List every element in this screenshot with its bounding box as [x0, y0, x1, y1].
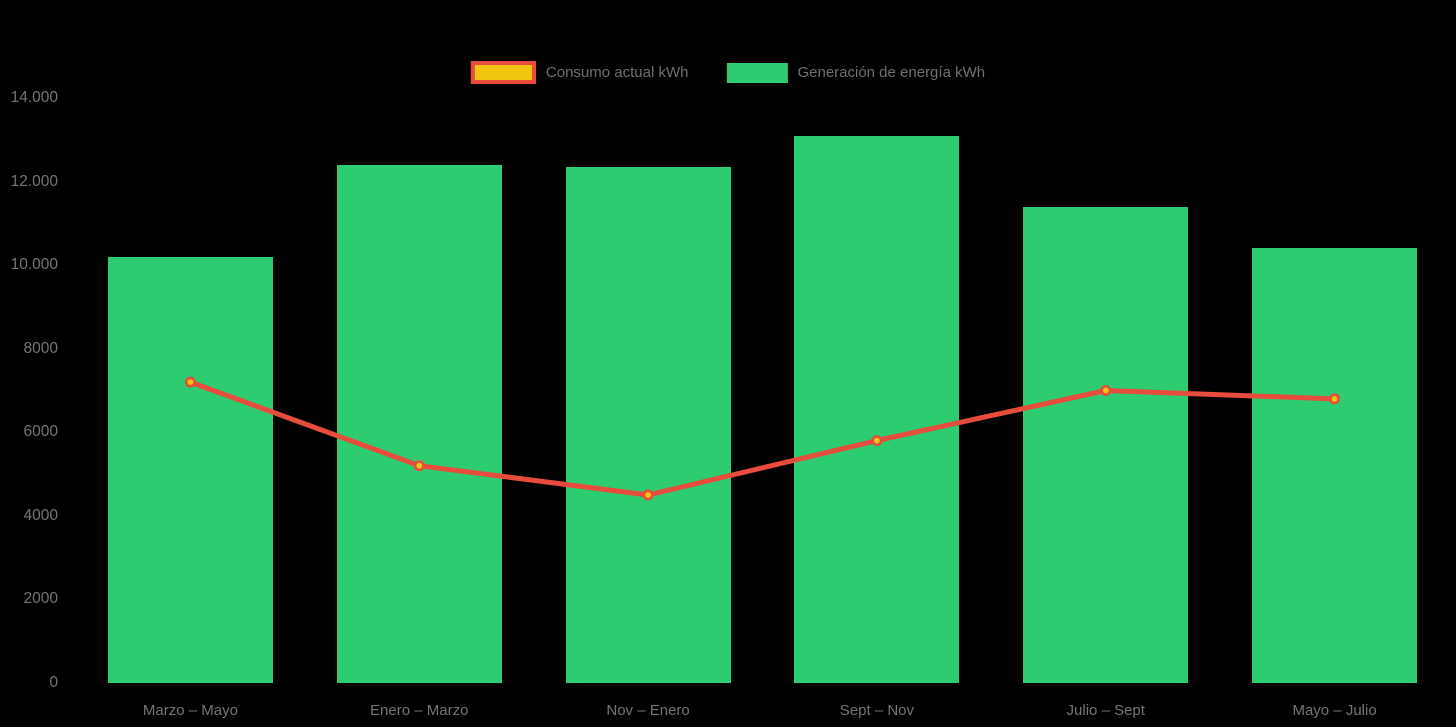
x-axis-category-label: Mayo – Julio [1292, 702, 1377, 719]
generacion-bar[interactable] [107, 256, 273, 683]
x-axis-labels: Marzo – Mayo Enero – Marzo Nov – Enero Sept… [76, 702, 1449, 724]
x-axis-category-label: Julio – Sept [1066, 702, 1145, 719]
generacion-bar-swatch-icon [726, 62, 788, 83]
consumo-data-point[interactable] [413, 460, 425, 472]
y-axis-labels: 0 2000 4000 6000 8000 10.000 12.000 14.000 [0, 0, 58, 727]
generacion-bar[interactable] [336, 164, 502, 683]
legend-label-generacion: Generación de energía kWh [797, 64, 986, 81]
consumo-data-point[interactable] [1100, 384, 1112, 396]
y-axis-tick-label: 8000 [23, 339, 58, 357]
consumo-line-layer [184, 376, 1341, 501]
y-axis-tick-label: 14.000 [10, 89, 58, 106]
legend-item-generacion-energia[interactable]: Generación de energía kWh [726, 62, 986, 83]
legend-label-consumo: Consumo actual kWh [545, 64, 689, 81]
consumo-data-point[interactable] [184, 376, 196, 388]
x-axis-category-label: Enero – Marzo [370, 702, 469, 719]
x-axis-category-label: Sept – Nov [839, 702, 915, 719]
y-axis-tick-label: 10.000 [10, 256, 58, 274]
generacion-bar[interactable] [1023, 206, 1189, 683]
generacion-bar[interactable] [794, 135, 960, 683]
consumo-data-point[interactable] [642, 489, 654, 501]
consumo-data-point[interactable] [871, 435, 883, 447]
y-axis-tick-label: 2000 [23, 590, 58, 608]
y-axis-tick-label: 12.000 [10, 172, 58, 190]
y-axis-tick-label: 6000 [23, 423, 58, 441]
legend-item-consumo-actual[interactable]: Consumo actual kWh [470, 61, 689, 84]
consumo-line-swatch-icon [470, 61, 536, 84]
consumo-line [189, 379, 1335, 498]
generacion-bar[interactable] [1252, 248, 1418, 683]
generacion-bar[interactable] [565, 166, 731, 683]
y-axis-tick-label: 4000 [23, 506, 58, 524]
y-axis-tick-label: 0 [49, 674, 58, 691]
plot-area [76, 98, 1449, 683]
x-axis-category-label: Marzo – Mayo [142, 702, 238, 719]
chart-legend: Consumo actual kWh Generación de energía… [470, 61, 986, 84]
x-axis-category-label: Nov – Enero [606, 702, 690, 719]
consumo-data-point[interactable] [1329, 393, 1341, 405]
